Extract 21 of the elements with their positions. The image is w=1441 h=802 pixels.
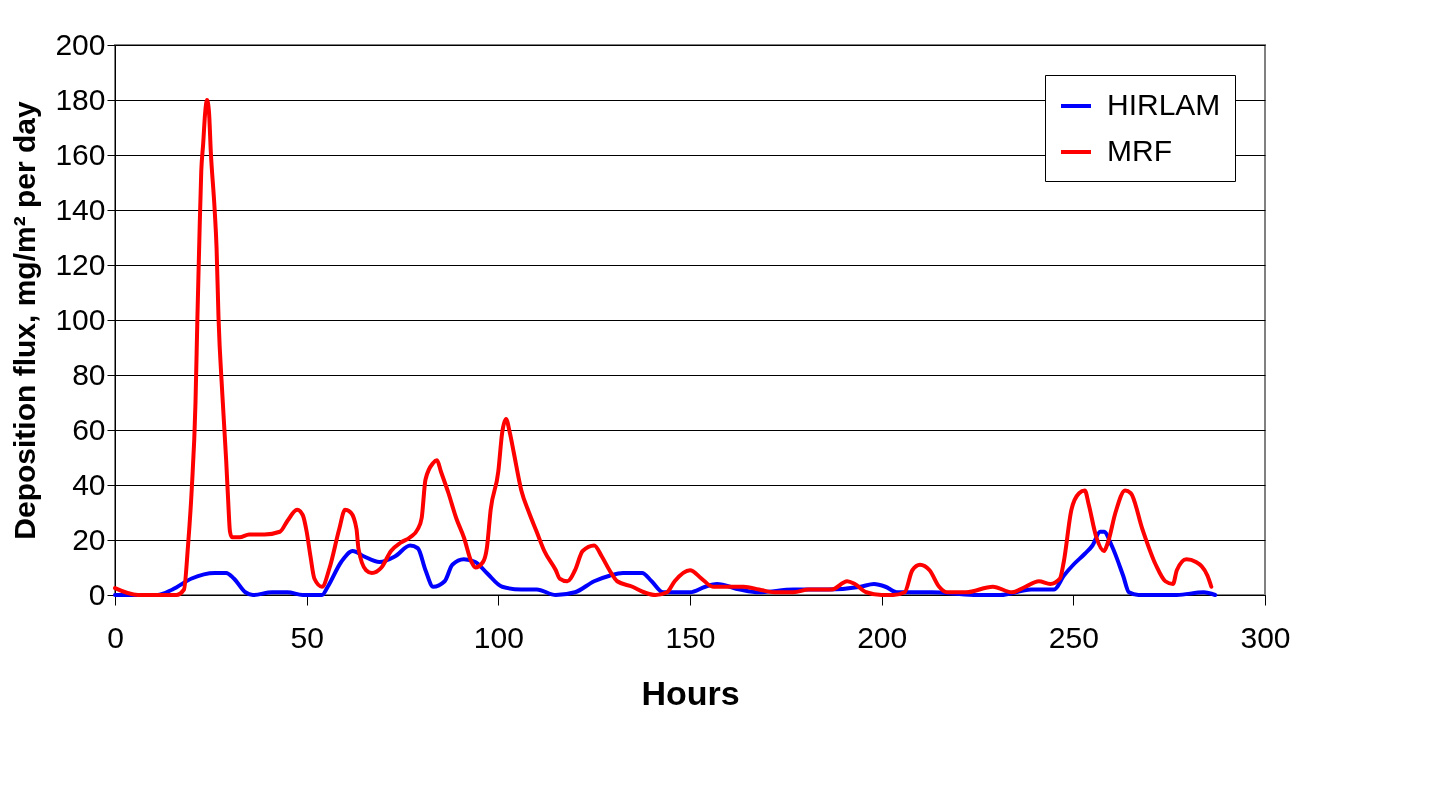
x-axis-title: Hours	[641, 673, 740, 712]
legend-label: MRF	[1107, 134, 1172, 167]
y-tick-label: 120	[55, 247, 106, 281]
y-tick-label: 100	[55, 302, 106, 336]
x-tick-label: 250	[1048, 620, 1099, 654]
y-axis-title: Deposition flux, mg/m² per day	[8, 101, 42, 540]
x-tick-label: 150	[665, 620, 716, 654]
y-tick-label: 200	[55, 27, 106, 61]
x-tick-label: 50	[290, 620, 324, 654]
y-tick-label: 0	[88, 577, 106, 611]
x-tick-label: 300	[1240, 620, 1291, 654]
x-tick-label: 100	[473, 620, 524, 654]
y-tick-label: 180	[55, 82, 106, 116]
x-tick-label: 200	[857, 620, 908, 654]
y-tick-label: 20	[72, 522, 106, 556]
y-tick-label: 140	[55, 192, 106, 226]
y-tick-label: 160	[55, 137, 106, 171]
legend-label: HIRLAM	[1107, 88, 1221, 121]
y-tick-label: 60	[72, 412, 106, 446]
y-tick-label: 80	[72, 357, 106, 391]
y-tick-label: 40	[72, 467, 106, 501]
